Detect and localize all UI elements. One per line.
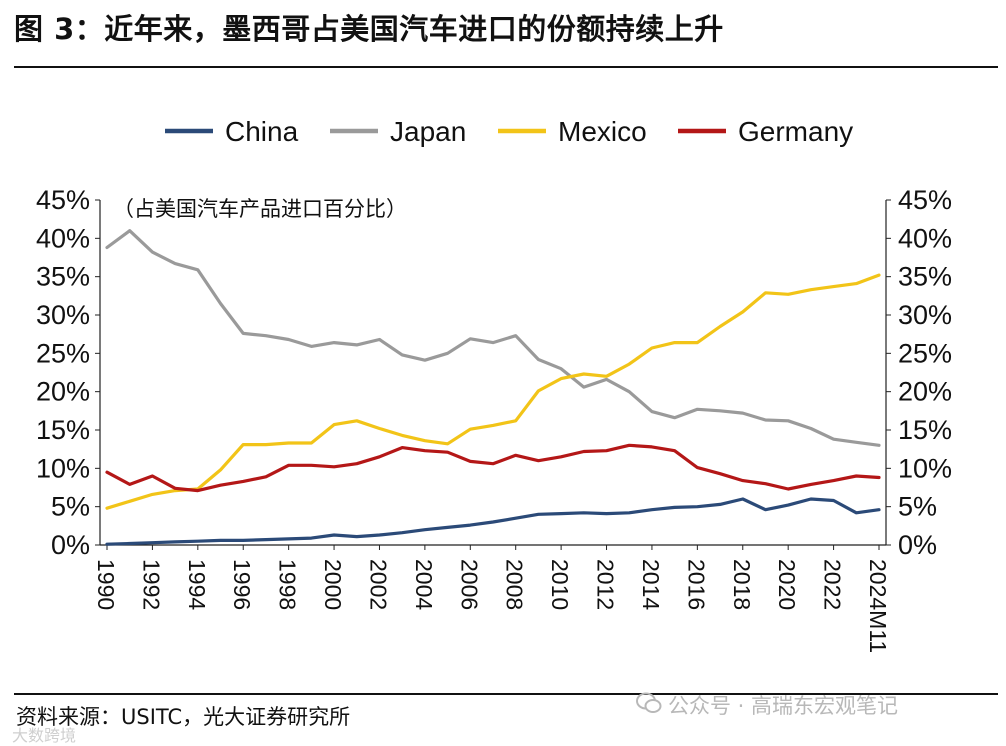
- series-line-china: [105, 497, 881, 546]
- x-tick-label: 2018: [729, 559, 755, 610]
- y-tick-label-left: 30%: [36, 300, 90, 330]
- watermark: 公众号 · 高瑞东宏观笔记: [636, 690, 898, 720]
- watermark-text: 公众号 · 高瑞东宏观笔记: [668, 694, 899, 718]
- x-tick-label: 2016: [683, 559, 709, 610]
- page-title: 图 3：近年来，墨西哥占美国汽车进口的份额持续上升: [14, 12, 724, 46]
- source-note: 资料来源：USITC，光大证券研究所: [16, 705, 351, 729]
- y-tick-label-left: 0%: [51, 530, 90, 560]
- y-tick-label-right: 15%: [898, 415, 952, 445]
- x-tick-label: 2008: [502, 559, 528, 610]
- y-tick-label-right: 30%: [898, 300, 952, 330]
- unit-label: （占美国汽车产品进口百分比）: [113, 198, 407, 221]
- y-tick-label-right: 0%: [898, 530, 937, 560]
- x-tick-label: 1998: [275, 559, 301, 610]
- x-tick-label: 2020: [774, 559, 800, 610]
- y-tick-label-right: 20%: [898, 377, 952, 407]
- series-line-germany: [105, 443, 881, 493]
- x-tick-label: 2022: [820, 559, 846, 610]
- y-tick-label-left: 20%: [36, 377, 90, 407]
- y-tick-label-left: 5%: [51, 492, 90, 522]
- y-tick-label-right: 25%: [898, 338, 952, 368]
- x-tick-label: 2012: [593, 559, 619, 610]
- x-tick-label: 2024M11: [865, 559, 891, 653]
- x-tick-label: 1990: [93, 559, 119, 610]
- y-tick-label-left: 45%: [36, 185, 90, 215]
- title-rule: [14, 66, 998, 68]
- footer-rule: [14, 693, 998, 695]
- x-tick-label: 2002: [365, 559, 391, 610]
- x-tick-label: 2004: [411, 559, 437, 610]
- wechat-icon: [636, 692, 662, 719]
- y-tick-label-left: 40%: [36, 223, 90, 253]
- y-tick-label-right: 45%: [898, 185, 952, 215]
- y-tick-label-left: 35%: [36, 262, 90, 292]
- y-tick-label-left: 15%: [36, 415, 90, 445]
- series-line-japan: [105, 229, 881, 447]
- x-tick-label: 1994: [184, 559, 210, 610]
- x-tick-label: 2014: [638, 559, 664, 610]
- legend-label-japan: Japan: [390, 116, 466, 147]
- x-tick-label: 2010: [547, 559, 573, 610]
- brand-watermark: 大数跨境: [12, 726, 77, 745]
- y-tick-label-left: 25%: [36, 338, 90, 368]
- legend: China Japan Mexico Germany: [165, 116, 853, 147]
- y-tick-label-right: 5%: [898, 492, 937, 522]
- x-tick-label: 2000: [320, 559, 346, 610]
- legend-label-germany: Germany: [738, 116, 853, 147]
- y-tick-label-left: 10%: [36, 453, 90, 483]
- x-tick-label: 2006: [456, 559, 482, 610]
- legend-label-mexico: Mexico: [558, 116, 647, 147]
- series-line-mexico: [105, 273, 881, 510]
- y-tick-label-right: 40%: [898, 223, 952, 253]
- legend-label-china: China: [225, 116, 299, 147]
- y-tick-label-right: 35%: [898, 262, 952, 292]
- y-tick-label-right: 10%: [898, 453, 952, 483]
- x-tick-label: 1996: [229, 559, 255, 610]
- x-tick-label: 1992: [138, 559, 164, 610]
